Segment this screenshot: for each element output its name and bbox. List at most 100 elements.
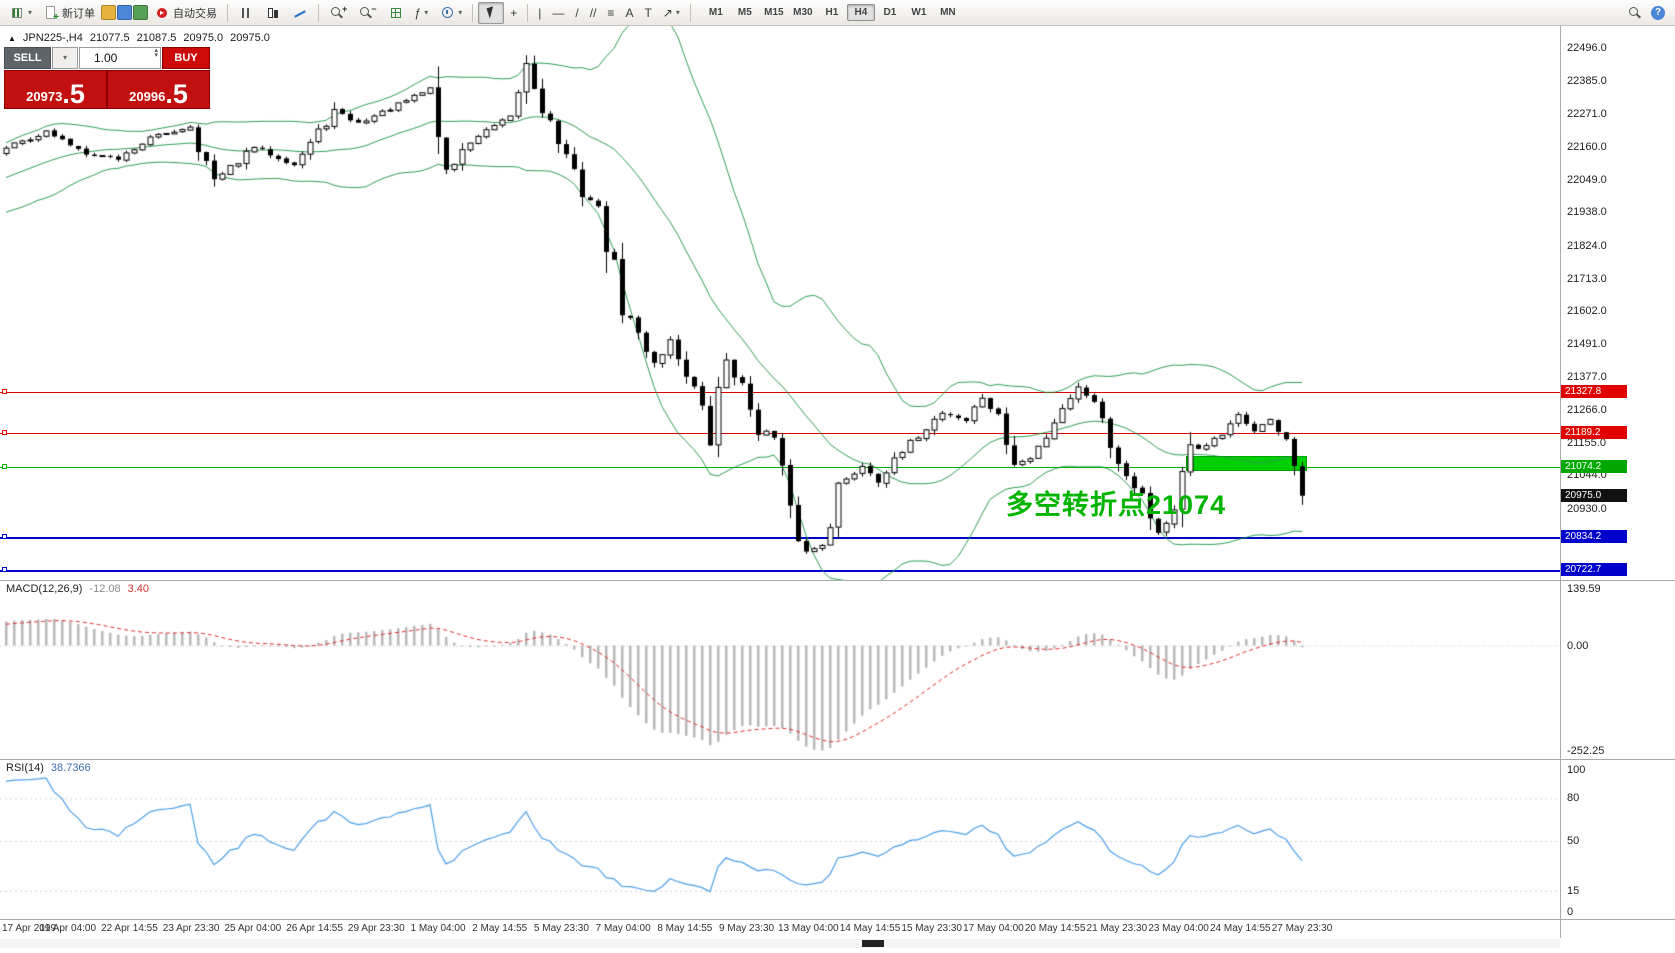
price-tick-label: 21377.0 (1567, 371, 1607, 384)
time-tick-label: 26 Apr 14:55 (286, 923, 343, 934)
timeframe-m15[interactable]: M15 (764, 7, 784, 18)
rsi-panel-divider[interactable] (0, 759, 1675, 760)
periods-button[interactable]: ▾ (434, 2, 467, 24)
cursor-tool-button[interactable] (478, 1, 505, 24)
time-tick-label: 13 May 04:00 (777, 923, 839, 934)
timeframe-mn[interactable]: MN (940, 7, 956, 18)
sell-price[interactable]: 20973 .5 (5, 71, 106, 108)
time-axis-border (0, 919, 1675, 920)
horizontal-scrollbar[interactable] (0, 939, 1560, 948)
timeframe-h4[interactable]: H4 (846, 4, 875, 21)
new-chart-button[interactable]: ▾ (4, 2, 37, 24)
autotrading-button[interactable]: 自动交易 (149, 2, 222, 24)
rsi-axis-label: 50 (1567, 835, 1580, 847)
ohlc-low: 20975.0 (183, 32, 224, 44)
autotrading-icon (154, 5, 170, 21)
timeframe-w1[interactable]: W1 (911, 7, 927, 18)
new-order-button[interactable]: 新订单 (38, 2, 100, 24)
trendline-tool-button[interactable]: / (570, 2, 583, 24)
timeframe-m5[interactable]: M5 (737, 7, 752, 18)
macd-panel-divider[interactable] (0, 580, 1675, 581)
volume-increase-button[interactable]: ▴ (154, 47, 158, 54)
candlestick-mode-button[interactable] (260, 2, 286, 24)
scrollbar-thumb[interactable] (862, 940, 884, 947)
sell-button[interactable]: SELL (4, 47, 51, 69)
price-tick-label: 22271.0 (1567, 108, 1607, 121)
buy-button[interactable]: BUY (162, 47, 210, 69)
crosshair-tool-button[interactable]: + (505, 2, 522, 24)
text-tool-button[interactable]: A (620, 2, 638, 24)
text-tool-icon: A (625, 5, 634, 20)
line-chart-icon (292, 5, 308, 21)
time-tick-label: 27 May 23:30 (1271, 923, 1333, 934)
timeframe-m30[interactable]: M30 (793, 7, 813, 18)
time-axis[interactable]: 17 Apr 2019 19 Apr 04:00 22 Apr 14:55 23 Ap… (0, 919, 1560, 938)
candlestick-chart-icon (265, 5, 281, 21)
profiles-icon[interactable] (101, 5, 117, 20)
channel-tool-button[interactable]: // (585, 2, 602, 24)
chevron-down-icon: ▾ (62, 53, 67, 62)
plus-sign: + (342, 3, 348, 14)
volume-decrease-button[interactable]: ▾ (154, 51, 158, 59)
crosshair-icon: + (510, 5, 518, 20)
volume-field[interactable]: 1.00 ▴ ▾ (79, 47, 161, 69)
volume-value[interactable]: 1.00 (94, 51, 118, 65)
bar-chart-mode-button[interactable] (233, 2, 259, 24)
time-tick-label: 5 May 23:30 (533, 923, 589, 934)
trade-options-button[interactable]: ▾ (52, 47, 78, 69)
ohlc-open: 21077.5 (89, 32, 130, 44)
price-tick-label: 22160.0 (1567, 140, 1607, 153)
macd-label: MACD(12,26,9) -12.08 3.40 (6, 583, 149, 595)
timeframe-d1[interactable]: D1 (883, 7, 897, 18)
vertical-line-tool-button[interactable]: | (533, 2, 546, 24)
price-badge-20834.2: 20834.2 (1561, 530, 1627, 544)
timeframe-group: M1 M5 M15 M30 H1 H4 D1 W1 MN (702, 4, 962, 21)
market-watch-icon[interactable] (117, 5, 133, 20)
timeframe-m1[interactable]: M1 (708, 7, 723, 18)
price-badge-21189.2: 21189.2 (1561, 425, 1627, 439)
indicators-button[interactable]: ƒ ▾ (410, 2, 434, 24)
new-chart-icon (9, 5, 25, 21)
arrows-tool-button[interactable]: ↗ ▾ (658, 2, 685, 24)
fibonacci-tool-button[interactable]: ≡ (602, 2, 619, 24)
chevron-down-icon: ▾ (28, 7, 33, 17)
zoom-in-button[interactable]: + (324, 2, 352, 24)
tile-windows-button[interactable] (383, 2, 409, 24)
price-axis[interactable]: 22496.0 22385.0 22271.0 22160.0 22049.0 21938… (1561, 26, 1675, 938)
symbol-marker-icon: ▲ (8, 33, 16, 43)
rsi-label: RSI(14) 38.7366 (6, 762, 91, 774)
zoom-out-button[interactable]: − (353, 2, 381, 24)
price-tick-label: 21938.0 (1567, 206, 1607, 219)
time-tick-label: 25 Apr 04:00 (224, 923, 282, 934)
bar-chart-icon (238, 5, 254, 21)
price-tick-label: 21266.0 (1567, 404, 1607, 417)
time-tick-label: 19 Apr 04:00 (39, 923, 97, 934)
navigator-icon[interactable] (133, 5, 149, 20)
minus-sign: − (371, 3, 377, 14)
sell-price-main: 20973 (26, 88, 63, 104)
time-tick-label: 15 May 23:30 (901, 923, 963, 934)
price-tick-label: 21824.0 (1567, 239, 1607, 252)
price-tick-label: 21602.0 (1567, 305, 1607, 318)
vertical-line-icon: | (538, 5, 542, 20)
toolbar-separator (472, 3, 474, 22)
timeframe-h1[interactable]: H1 (825, 7, 839, 18)
symbol-name: JPN225-,H4 (22, 32, 83, 44)
chart-annotation[interactable]: 多空转折点21074 (1006, 490, 1227, 520)
price-badge-21074.2: 21074.2 (1561, 459, 1627, 473)
buy-price[interactable]: 20996 .5 (108, 71, 209, 108)
price-tick-label: 22049.0 (1567, 173, 1607, 186)
label-tool-button[interactable]: T (639, 2, 656, 24)
new-order-label: 新订单 (62, 7, 96, 20)
macd-axis-label: 0.00 (1567, 639, 1589, 652)
search-icon[interactable] (1627, 5, 1643, 21)
help-icon[interactable]: ? (1651, 5, 1665, 20)
horizontal-line-tool-button[interactable]: — (547, 2, 569, 24)
line-chart-mode-button[interactable] (287, 2, 313, 24)
price-tick-label: 21713.0 (1567, 272, 1607, 285)
toolbar-separator (689, 3, 691, 22)
arrow-tool-icon: ↗ (662, 5, 673, 20)
time-tick-label: 24 May 14:55 (1209, 923, 1271, 934)
label-tool-icon: T (644, 5, 652, 20)
